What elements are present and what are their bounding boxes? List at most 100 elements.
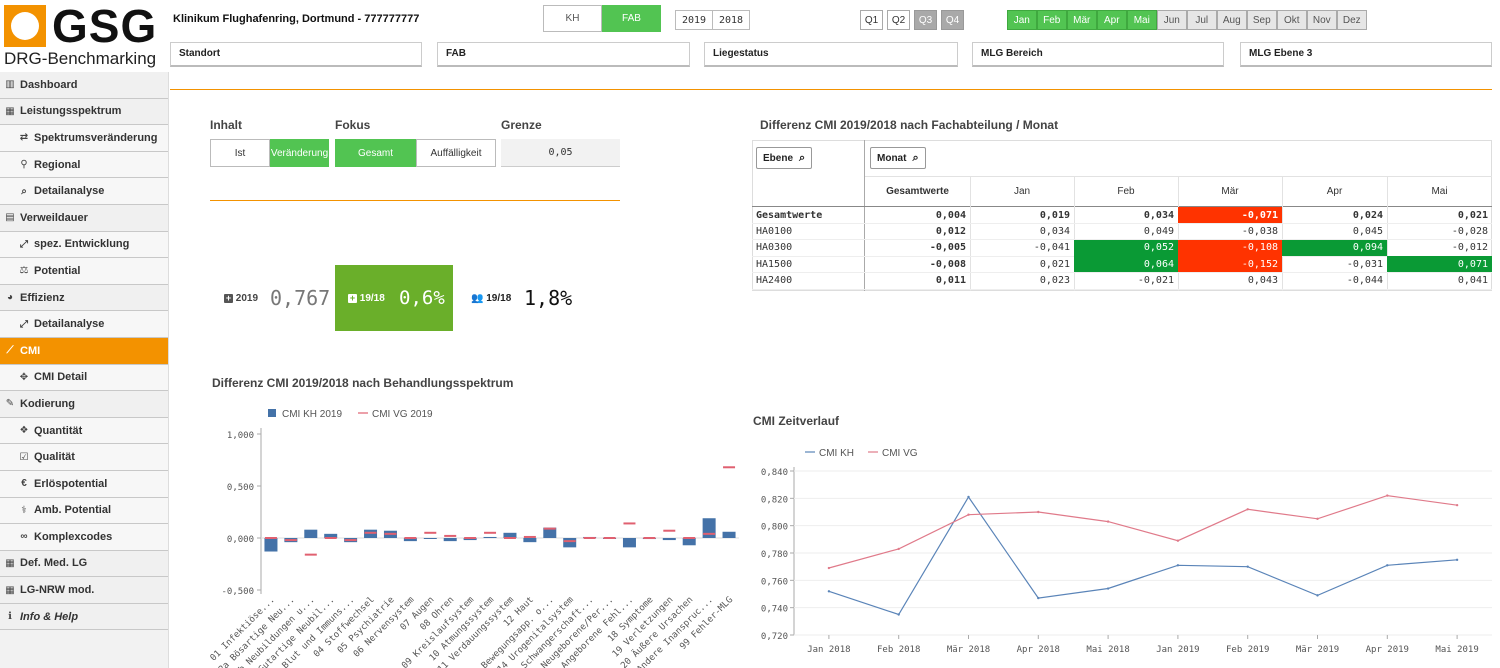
- matrix-cell[interactable]: 0,011: [935, 275, 966, 287]
- sidebar-item-kodierung[interactable]: ✎ Kodierung: [0, 391, 168, 418]
- inhalt-0-button[interactable]: Ist: [210, 139, 270, 167]
- filter-liegestatus[interactable]: Liegestatus: [704, 42, 958, 67]
- year-2018-button[interactable]: 2018: [712, 10, 750, 30]
- matrix-cell[interactable]: -0,152: [1178, 256, 1282, 273]
- matrix-cell[interactable]: -0,008: [929, 258, 966, 270]
- matrix-cell[interactable]: -0,041: [1033, 242, 1070, 254]
- month-2-button[interactable]: Mär: [1067, 10, 1097, 30]
- sidebar-item-erlöspotential[interactable]: € Erlöspotential: [0, 470, 168, 498]
- matrix-cell[interactable]: -0,031: [1346, 258, 1383, 270]
- sidebar-item-effizienz[interactable]: ◕ Effizienz: [0, 284, 168, 312]
- sidebar-item-amb-potential[interactable]: ⚕ Amb. Potential: [0, 497, 168, 525]
- grenze-label: Grenze: [501, 118, 542, 132]
- pie-chart-icon: ◕: [6, 292, 14, 304]
- month-4-button[interactable]: Mai: [1127, 10, 1157, 30]
- ebene-search-button[interactable]: Ebene ⌕: [756, 147, 813, 169]
- sidebar-item-qualität[interactable]: ☑ Qualität: [0, 444, 168, 471]
- month-3-button[interactable]: Apr: [1097, 10, 1127, 30]
- matrix-cell[interactable]: 0,004: [935, 209, 966, 221]
- month-7-button[interactable]: Aug: [1217, 10, 1247, 30]
- matrix-cell[interactable]: 0,071: [1387, 256, 1492, 273]
- fokus-1-button[interactable]: Auffälligkeit: [416, 139, 496, 167]
- matrix-cell[interactable]: 0,021: [1457, 209, 1488, 221]
- matrix-cell[interactable]: 0,023: [1039, 275, 1070, 287]
- table-icon: ▦: [5, 584, 15, 596]
- sidebar-item-leistungsspektrum[interactable]: ▦ Leistungsspektrum: [0, 98, 168, 126]
- matrix-cell[interactable]: 0,049: [1143, 225, 1174, 237]
- bar: [423, 538, 437, 539]
- scope-kh-button[interactable]: KH: [543, 5, 602, 32]
- monat-search-button[interactable]: Monat ⌕: [870, 147, 926, 169]
- sidebar-item-detailanalyse[interactable]: ⌕ Detailanalyse: [0, 178, 168, 205]
- sidebar-item-regional[interactable]: ⚲ Regional: [0, 151, 168, 179]
- grenze-input[interactable]: 0,05: [501, 139, 620, 167]
- matrix-row-label[interactable]: HA0300: [756, 242, 793, 254]
- matrix-cell[interactable]: -0,028: [1451, 225, 1488, 237]
- month-8-button[interactable]: Sep: [1247, 10, 1277, 30]
- filter-mlg-bereich[interactable]: MLG Bereich: [972, 42, 1224, 67]
- month-1-button[interactable]: Feb: [1037, 10, 1067, 30]
- sidebar-item-def-med-lg[interactable]: ▦ Def. Med. LG: [0, 550, 168, 578]
- matrix-cell[interactable]: -0,071: [1178, 207, 1282, 223]
- sidebar-item-verweildauer[interactable]: ▤ Verweildauer: [0, 204, 168, 232]
- bar-chart-icon: ▥: [5, 79, 15, 91]
- matrix-row-label[interactable]: HA0100: [756, 225, 793, 237]
- quarter-q4-button[interactable]: Q4: [941, 10, 964, 30]
- matrix-cell[interactable]: 0,034: [1039, 225, 1070, 237]
- inhalt-1-button[interactable]: Veränderung: [270, 139, 329, 167]
- series-point: [827, 566, 831, 570]
- sidebar-item-info-help[interactable]: ℹ Info & Help: [0, 603, 168, 631]
- search-icon: ⌕: [799, 151, 806, 164]
- matrix-cell[interactable]: 0,052: [1074, 239, 1178, 256]
- year-2019-button[interactable]: 2019: [675, 10, 713, 30]
- month-10-button[interactable]: Nov: [1307, 10, 1337, 30]
- sidebar-item-cmi-detail[interactable]: ✥ CMI Detail: [0, 364, 168, 392]
- matrix-cell[interactable]: 0,012: [935, 225, 966, 237]
- filter-mlg-ebene-3[interactable]: MLG Ebene 3: [1240, 42, 1492, 67]
- matrix-cell[interactable]: 0,034: [1143, 209, 1174, 221]
- matrix-cell[interactable]: -0,038: [1241, 225, 1278, 237]
- matrix-cell[interactable]: 0,019: [1039, 209, 1070, 221]
- scope-fab-button[interactable]: FAB: [602, 5, 661, 32]
- controls-divider: [210, 200, 620, 201]
- sidebar-item-quantität[interactable]: ❖ Quantität: [0, 417, 168, 445]
- sidebar-item-spez-entwicklung[interactable]: ⤢ spez. Entwicklung: [0, 231, 168, 259]
- matrix-cell[interactable]: -0,005: [929, 242, 966, 254]
- month-9-button[interactable]: Okt: [1277, 10, 1307, 30]
- month-5-button[interactable]: Jun: [1157, 10, 1187, 30]
- matrix-cell[interactable]: 0,064: [1074, 256, 1178, 273]
- quarter-q3-button[interactable]: Q3: [914, 10, 937, 30]
- matrix-title: Differenz CMI 2019/2018 nach Fachabteilu…: [760, 118, 1059, 132]
- matrix-cell[interactable]: 0,045: [1352, 225, 1383, 237]
- matrix-cell[interactable]: 0,094: [1282, 239, 1387, 256]
- exchange-icon: ⇄: [19, 132, 29, 144]
- month-0-button[interactable]: Jan: [1007, 10, 1037, 30]
- matrix-cell[interactable]: -0,108: [1178, 239, 1282, 256]
- matrix-cell[interactable]: 0,043: [1247, 275, 1278, 287]
- matrix-row-label[interactable]: HA2400: [756, 275, 793, 287]
- matrix-row-label[interactable]: Gesamtwerte: [756, 209, 823, 221]
- quarter-q2-button[interactable]: Q2: [887, 10, 910, 30]
- sidebar-item-cmi[interactable]: ⟋ CMI: [0, 337, 168, 365]
- sidebar-item-lg-nrw-mod[interactable]: ▦ LG-NRW mod.: [0, 577, 168, 604]
- sidebar-item-spektrumsveränderung[interactable]: ⇄ Spektrumsveränderung: [0, 125, 168, 152]
- month-11-button[interactable]: Dez: [1337, 10, 1367, 30]
- filter-fab[interactable]: FAB: [437, 42, 690, 67]
- sidebar-item-detailanalyse[interactable]: ⤢ Detailanalyse: [0, 311, 168, 338]
- matrix-cell[interactable]: -0,021: [1137, 275, 1174, 287]
- matrix-cell[interactable]: 0,021: [1039, 258, 1070, 270]
- quarter-q1-button[interactable]: Q1: [860, 10, 883, 30]
- matrix-cell[interactable]: 0,024: [1352, 209, 1383, 221]
- balance-icon: ⚖: [19, 265, 29, 277]
- filter-standort[interactable]: Standort: [170, 42, 422, 67]
- bar: [682, 538, 696, 546]
- sidebar-item-potential[interactable]: ⚖ Potential: [0, 258, 168, 285]
- sidebar-item-komplexcodes[interactable]: ∞ Komplexcodes: [0, 524, 168, 551]
- matrix-cell[interactable]: -0,012: [1451, 242, 1488, 254]
- matrix-cell[interactable]: 0,041: [1457, 275, 1488, 287]
- month-6-button[interactable]: Jul: [1187, 10, 1217, 30]
- fokus-0-button[interactable]: Gesamt: [335, 139, 416, 167]
- sidebar-item-dashboard[interactable]: ▥ Dashboard: [0, 72, 168, 99]
- matrix-row-label[interactable]: HA1500: [756, 258, 793, 270]
- matrix-cell[interactable]: -0,044: [1346, 275, 1383, 287]
